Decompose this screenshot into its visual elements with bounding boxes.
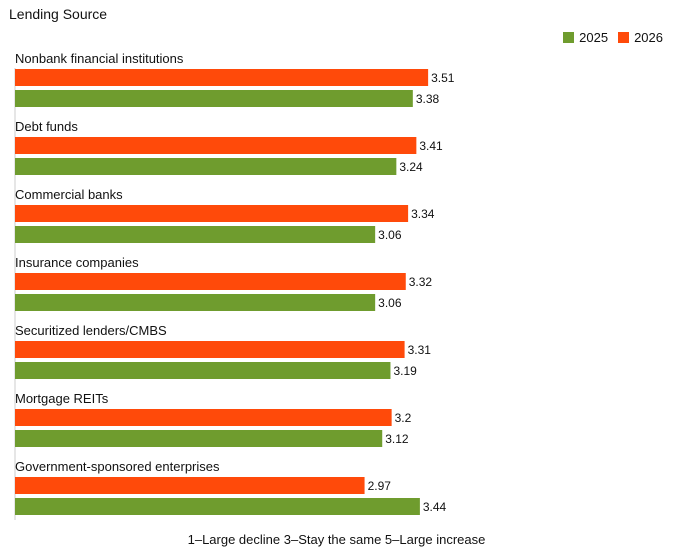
data-label: 3.41 — [419, 139, 443, 153]
data-label: 3.31 — [408, 343, 432, 357]
data-label: 3.24 — [399, 160, 423, 174]
data-label: 3.34 — [411, 207, 435, 221]
data-label: 3.38 — [416, 92, 440, 106]
data-label: 3.19 — [393, 364, 417, 378]
bar-2025 — [15, 158, 396, 175]
bar-2025 — [15, 226, 375, 243]
bar-2025 — [15, 430, 382, 447]
data-label: 3.51 — [431, 71, 455, 85]
data-label: 3.06 — [378, 228, 402, 242]
bar-2026 — [15, 205, 408, 222]
bar-2025 — [15, 294, 375, 311]
category-label: Commercial banks — [15, 187, 123, 202]
bar-2026 — [15, 409, 392, 426]
bar-2026 — [15, 69, 428, 86]
bar-2026 — [15, 477, 365, 494]
data-label: 2.97 — [368, 479, 392, 493]
data-label: 3.32 — [409, 275, 433, 289]
category-label: Mortgage REITs — [15, 391, 109, 406]
data-label: 3.06 — [378, 296, 402, 310]
bar-2025 — [15, 362, 390, 379]
bar-2025 — [15, 90, 413, 107]
category-label: Nonbank financial institutions — [15, 51, 184, 66]
bar-2025 — [15, 498, 420, 515]
bar-2026 — [15, 341, 405, 358]
axis-caption: 1–Large decline 3–Stay the same 5–Large … — [0, 532, 673, 547]
data-label: 3.12 — [385, 432, 409, 446]
data-label: 3.44 — [423, 500, 447, 514]
data-label: 3.2 — [395, 411, 412, 425]
category-label: Government-sponsored enterprises — [15, 459, 220, 474]
bar-2026 — [15, 137, 416, 154]
category-label: Debt funds — [15, 119, 78, 134]
category-label: Insurance companies — [15, 255, 139, 270]
bar-2026 — [15, 273, 406, 290]
category-label: Securitized lenders/CMBS — [15, 323, 167, 338]
